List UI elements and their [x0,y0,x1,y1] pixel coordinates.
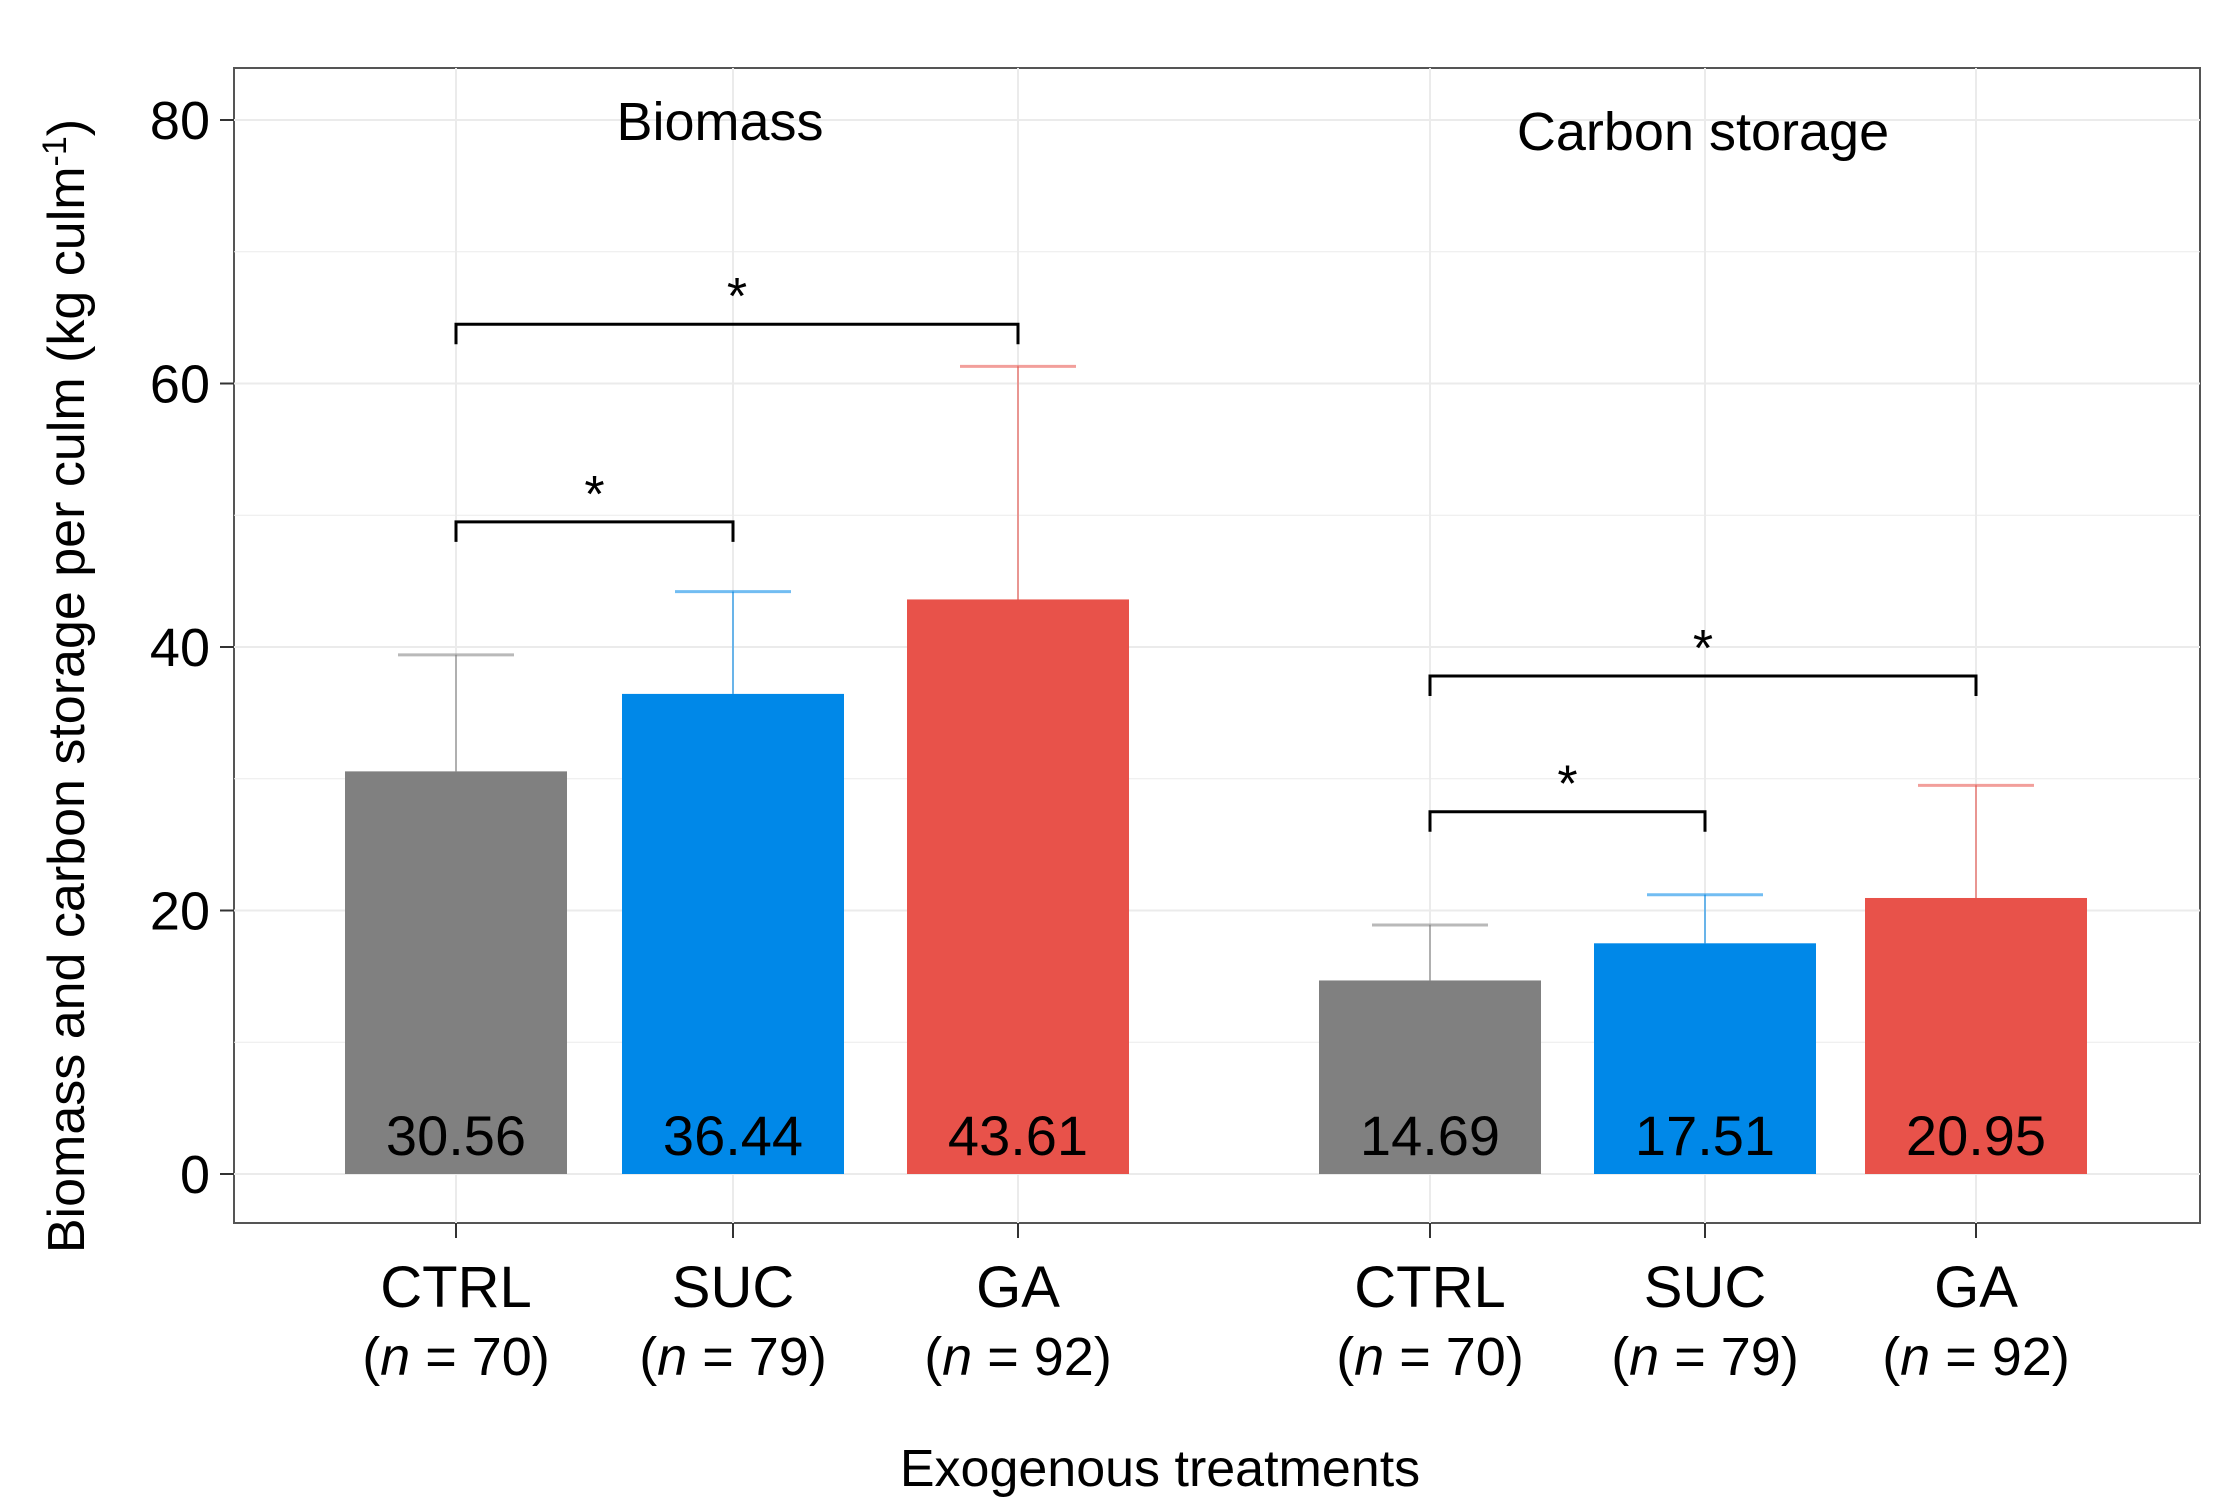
group-title: Biomass [616,92,823,152]
y-tick-label: 80 [150,91,210,151]
significance-bracket [1428,674,1978,696]
x-axis-title: Exogenous treatments [900,1440,1420,1498]
significance-star: * [1557,756,1577,814]
bar [907,599,1129,1174]
x-sample-size-label: (n = 79) [1611,1327,1799,1387]
significance-bracket [454,322,1020,345]
x-sample-size-label: (n = 92) [924,1327,1112,1387]
x-sample-size-label: (n = 79) [639,1327,827,1387]
x-sample-size-label: (n = 92) [1882,1327,2070,1387]
significance-star: * [584,466,604,524]
bar-value-label: 17.51 [1635,1104,1775,1167]
y-tick-label: 40 [150,618,210,678]
significance-bracket [1428,810,1707,832]
x-category-label: CTRL [1354,1255,1505,1320]
y-tick-label: 60 [150,355,210,415]
bar-value-label: 14.69 [1360,1104,1500,1167]
significance-star: * [1693,620,1713,678]
x-sample-size-label: (n = 70) [362,1327,550,1387]
y-axis-title: Biomass and carbon storage per culm (kg … [36,119,96,1253]
bar [345,771,567,1174]
x-category-label: SUC [1644,1255,1766,1320]
y-axis-title-close: ) [38,119,96,136]
x-category-label: SUC [672,1255,794,1320]
x-category-label: CTRL [380,1255,531,1320]
axes: 0 20 40 60 80 CTRL (n = 70) SUC (n = 79) GA (n = 9… [150,91,2070,1387]
y-axis-title-sup: -1 [36,136,74,166]
y-tick-label: 0 [180,1145,210,1205]
x-category-label: GA [1934,1255,2018,1320]
bar-value-label: 30.56 [386,1104,526,1167]
significance-star: * [727,268,747,326]
x-sample-size-label: (n = 70) [1336,1327,1524,1387]
bar [1594,943,1816,1174]
significance-bracket [454,520,735,542]
bar-value-label: 20.95 [1906,1104,2046,1167]
group-title: Carbon storage [1517,102,1889,162]
bar [1319,980,1541,1174]
bar-value-label: 36.44 [663,1104,803,1167]
bar [1865,897,2087,1174]
chart-marks: Biomass 30.56 36.44 43.61 * * Carbon storage 14… [345,92,2087,1174]
x-category-label: GA [976,1255,1060,1320]
bar [622,693,844,1174]
bar-value-label: 43.61 [948,1104,1088,1167]
y-tick-label: 20 [150,882,210,942]
y-axis-title-main: Biomass and carbon storage per culm (kg … [38,166,96,1253]
